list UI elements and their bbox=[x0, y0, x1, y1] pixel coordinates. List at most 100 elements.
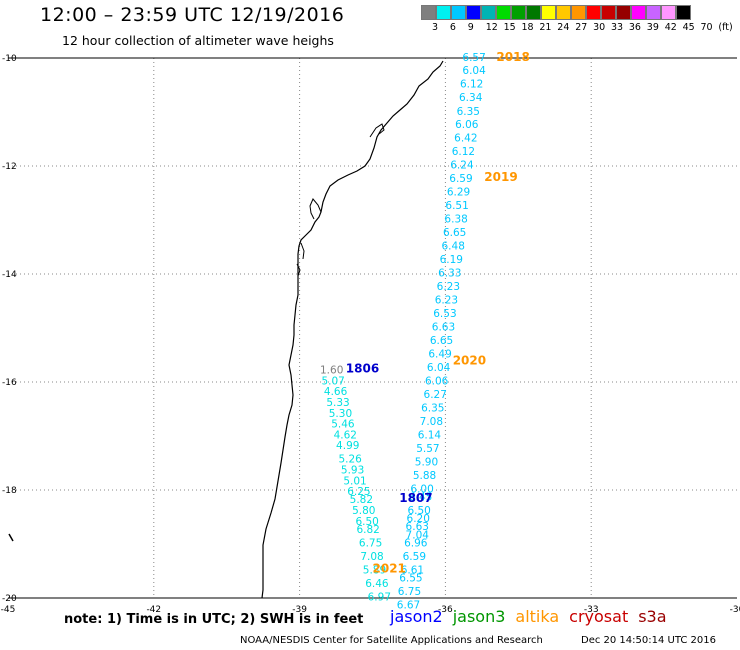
jason2-track: 1.605.074.665.335.305.464.624.99 5.265.93… bbox=[320, 365, 391, 604]
color-scale bbox=[421, 5, 691, 20]
credit-line: NOAA/NESDIS Center for Satellite Applica… bbox=[240, 635, 543, 646]
swh-value: 6.24 bbox=[450, 159, 474, 171]
swh-value: 5.90 bbox=[415, 456, 438, 468]
pass-number-label: 2019 bbox=[484, 170, 517, 184]
swh-value: 6.12 bbox=[452, 146, 475, 158]
scale-swatch bbox=[571, 5, 586, 20]
lat-tick-label: -10 bbox=[2, 54, 17, 64]
scale-swatch bbox=[616, 5, 631, 20]
scale-swatch bbox=[481, 5, 496, 20]
lon-tick-label: -39 bbox=[292, 605, 307, 615]
scale-swatch bbox=[466, 5, 481, 20]
scale-label: 12 bbox=[485, 22, 498, 33]
swh-value: 6.65 bbox=[443, 227, 466, 239]
color-scale-labels: 3 6 9 12 15 18 21 24 27 30 33 36 39 42 45 70 (ft) bbox=[421, 22, 740, 36]
swh-value: 6.59 bbox=[449, 173, 472, 185]
swh-value: 6.35 bbox=[421, 402, 444, 414]
swh-value: 6.20 bbox=[407, 513, 430, 525]
swh-value: 6.06 bbox=[425, 375, 449, 387]
swh-value: 4.99 bbox=[336, 440, 359, 452]
scale-swatch bbox=[661, 5, 676, 20]
lon-tick-label: -45 bbox=[1, 605, 16, 615]
altika-track: 6.576.046.126.346.356.066.426.126.246.59… bbox=[397, 52, 486, 612]
lon-tick-label: -33 bbox=[584, 605, 599, 615]
swh-value: 6.82 bbox=[356, 524, 379, 536]
pass-number-label: 2018 bbox=[496, 50, 529, 64]
pass-number-label: 2020 bbox=[453, 353, 486, 367]
swh-value: 6.96 bbox=[404, 537, 428, 549]
swh-value: 5.82 bbox=[350, 494, 373, 506]
swh-value: 7.04 bbox=[406, 529, 430, 541]
scale-swatch bbox=[451, 5, 466, 20]
scale-swatch bbox=[436, 5, 451, 20]
lat-tick-label: -14 bbox=[2, 270, 17, 280]
scale-label: 18 bbox=[521, 22, 534, 33]
swh-value: 6.29 bbox=[447, 186, 470, 198]
swh-value: 5.01 bbox=[343, 475, 366, 487]
lat-tick-label: -20 bbox=[2, 594, 17, 604]
scale-label: 39 bbox=[646, 22, 659, 33]
scale-swatch bbox=[646, 5, 661, 20]
pass-number-label: 2021 bbox=[373, 561, 406, 575]
swh-value: 6.45 bbox=[409, 491, 432, 503]
scale-label: 9 bbox=[467, 22, 474, 33]
altimeter-tracks: 6.576.046.126.346.356.066.426.126.246.59… bbox=[320, 52, 486, 612]
swh-value: 6.06 bbox=[455, 119, 479, 131]
scale-swatch bbox=[421, 5, 436, 20]
mission-legend-s3a: s3a bbox=[638, 607, 667, 626]
generation-timestamp: Dec 20 14:50:14 UTC 2016 bbox=[581, 635, 716, 646]
map-frame bbox=[8, 57, 737, 599]
swh-value: 6.38 bbox=[444, 213, 467, 225]
swh-value: 5.46 bbox=[331, 419, 355, 431]
swh-value: 1.60 bbox=[320, 365, 343, 377]
swh-value: 6.63 bbox=[432, 321, 455, 333]
swh-value: 6.25 bbox=[347, 486, 370, 498]
swh-value: 6.23 bbox=[437, 281, 460, 293]
scale-swatch bbox=[676, 5, 691, 20]
scale-swatch bbox=[496, 5, 511, 20]
swh-value: 5.80 bbox=[352, 505, 375, 517]
axis-labels: -45 -42 -39 -36 -33 -30 -10 -12 -14 -16 -18 -20 bbox=[1, 54, 740, 615]
scale-label: 70 bbox=[700, 22, 713, 33]
scale-swatch bbox=[586, 5, 601, 20]
swh-value: 6.00 bbox=[410, 483, 433, 495]
swh-value: 6.04 bbox=[427, 362, 451, 374]
swh-value: 5.57 bbox=[416, 443, 439, 455]
swh-value: 6.61 bbox=[401, 564, 424, 576]
mission-legend-jason3: jason3 bbox=[452, 607, 506, 626]
swh-value: 5.26 bbox=[338, 454, 362, 466]
swh-value: 4.66 bbox=[324, 386, 348, 398]
scale-label: (ft) bbox=[718, 22, 733, 33]
scale-swatch bbox=[511, 5, 526, 20]
swh-value: 6.57 bbox=[462, 52, 485, 64]
coastline bbox=[8, 60, 444, 599]
swh-value: 6.50 bbox=[355, 516, 378, 528]
scale-label: 45 bbox=[682, 22, 695, 33]
swh-value: 6.27 bbox=[424, 389, 447, 401]
scale-swatch bbox=[601, 5, 616, 20]
scale-swatch bbox=[526, 5, 541, 20]
lon-tick-label: -30 bbox=[730, 605, 740, 615]
scale-label: 3 bbox=[432, 22, 439, 33]
scale-label: 42 bbox=[664, 22, 677, 33]
offshore-dot bbox=[8, 533, 14, 542]
swh-value: 6.23 bbox=[435, 294, 458, 306]
swh-value: 6.34 bbox=[459, 92, 483, 104]
footer-note: note: 1) Time is in UTC; 2) SWH is in fe… bbox=[64, 612, 364, 627]
swh-value: 6.65 bbox=[430, 335, 453, 347]
scale-label: 24 bbox=[557, 22, 570, 33]
swh-value: 6.19 bbox=[440, 254, 463, 266]
scale-swatch bbox=[631, 5, 646, 20]
scale-label: 30 bbox=[593, 22, 606, 33]
swh-value: 6.14 bbox=[418, 429, 442, 441]
pass-number-label: 1806 bbox=[346, 362, 379, 376]
lat-tick-label: -18 bbox=[2, 486, 17, 496]
scale-label: 21 bbox=[539, 22, 552, 33]
scale-label: 6 bbox=[449, 22, 456, 33]
swh-value: 5.88 bbox=[413, 470, 436, 482]
swh-value: 6.42 bbox=[454, 132, 477, 144]
swh-value: 6.04 bbox=[462, 65, 486, 77]
swh-value: 6.49 bbox=[428, 348, 451, 360]
scale-swatch bbox=[541, 5, 556, 20]
swh-value: 6.55 bbox=[399, 572, 422, 584]
